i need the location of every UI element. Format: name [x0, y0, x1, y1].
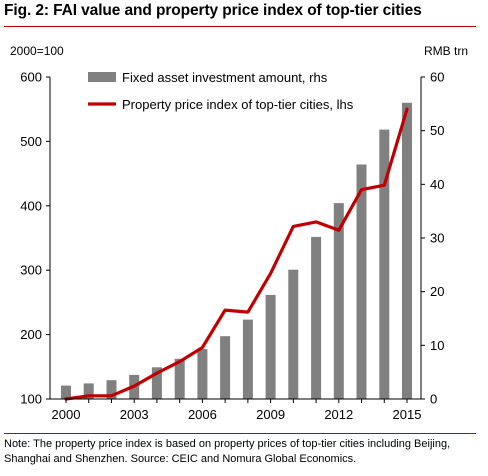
right-tick-label-60: 60 [430, 70, 444, 85]
bar-2006 [197, 349, 208, 399]
right-tick-label-40: 40 [430, 177, 444, 192]
right-tick-label-0: 0 [430, 392, 437, 407]
legend-label-price-index: Property price index of top-tier cities,… [122, 97, 354, 112]
x-tick-label-2012: 2012 [324, 407, 353, 422]
right-axis-unit: RMB trn [423, 44, 468, 58]
axes-layer: 100 200 300 400 500 600 0 10 20 30 40 50 60 2000 2003 2… [20, 70, 444, 423]
bar-2010 [288, 269, 299, 399]
left-tick-label-200: 200 [20, 327, 42, 342]
bar-2012 [333, 203, 344, 399]
legend-swatch-fai [88, 72, 116, 82]
left-tick-label-500: 500 [20, 134, 42, 149]
right-tick-label-10: 10 [430, 338, 444, 353]
line-layer [64, 107, 409, 401]
left-tick-label-600: 600 [20, 70, 42, 85]
x-tick-label-2003: 2003 [120, 407, 149, 422]
bar-2001 [83, 383, 94, 399]
bar-2005 [174, 358, 185, 400]
x-tick-label-2000: 2000 [52, 407, 81, 422]
chart-title: Fig. 2: FAI value and property price ind… [4, 2, 422, 19]
right-tick-label-50: 50 [430, 123, 444, 138]
bar-2014 [379, 129, 390, 399]
legend: Fixed asset investment amount, rhs Prope… [88, 70, 354, 112]
footnote: Note: The property price index is based … [4, 438, 451, 465]
legend-label-fai: Fixed asset investment amount, rhs [122, 70, 328, 85]
left-axis-unit: 2000=100 [10, 44, 64, 58]
x-tick-label-2009: 2009 [256, 407, 285, 422]
bar-2002 [106, 380, 117, 399]
price-index-line [64, 107, 409, 401]
left-tick-label-300: 300 [20, 263, 42, 278]
bar-2000 [61, 385, 71, 399]
left-tick-label-400: 400 [20, 198, 42, 213]
bars-layer [61, 102, 412, 400]
footnote-rule [4, 433, 476, 434]
bar-2015 [402, 102, 412, 400]
bar-2007 [220, 336, 231, 399]
title-rule [4, 26, 476, 27]
left-tick-label-100: 100 [20, 392, 42, 407]
right-tick-label-20: 20 [430, 284, 444, 299]
bar-2009 [265, 294, 276, 399]
right-tick-label-30: 30 [430, 231, 444, 246]
bar-2004 [151, 367, 162, 399]
x-tick-label-2006: 2006 [188, 407, 217, 422]
x-tick-label-2015: 2015 [393, 407, 422, 422]
bar-2008 [242, 319, 253, 399]
bar-2013 [356, 164, 367, 399]
bar-2011 [311, 236, 322, 399]
